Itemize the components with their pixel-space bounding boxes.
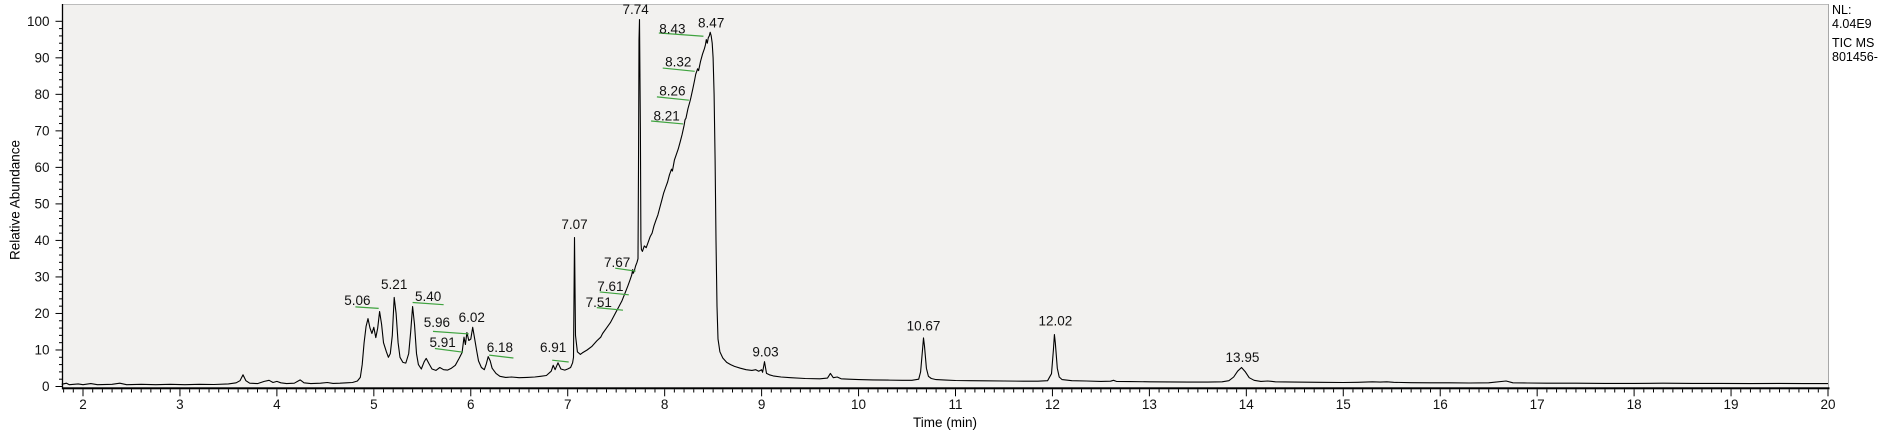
x-tick-label: 5	[370, 397, 378, 412]
peak-label: 8.32	[665, 54, 691, 69]
peak-label: 8.26	[659, 84, 685, 99]
y-tick-label: 10	[34, 342, 49, 357]
peak-label: 13.95	[1226, 350, 1260, 365]
peak-leader-line	[434, 347, 464, 353]
y-tick-label: 100	[27, 14, 50, 29]
x-tick-label: 4	[273, 397, 281, 412]
peak-leader-line	[656, 96, 689, 101]
peak-label: 6.18	[487, 340, 513, 355]
y-tick-label: 0	[42, 379, 50, 394]
x-tick-label: 9	[758, 397, 766, 412]
y-tick-label: 80	[34, 87, 49, 102]
peak-leader-line	[412, 301, 444, 306]
y-axis-title: Relative Abundance	[7, 139, 23, 261]
x-axis-title: Time (min)	[913, 415, 977, 430]
y-tick-label: 50	[34, 196, 49, 211]
peak-leader-line	[658, 32, 704, 37]
plot-area[interactable]	[62, 4, 1829, 388]
peak-label: 5.06	[344, 293, 370, 308]
peak-leader-line	[355, 306, 379, 309]
y-tick-label: 20	[34, 306, 49, 321]
x-tick-label: 6	[467, 397, 475, 412]
tic-trace	[61, 18, 1828, 386]
peak-label: 6.91	[540, 340, 566, 355]
peak-label: 8.43	[659, 21, 685, 36]
nl-label: NL:	[1832, 3, 1852, 17]
peak-label: 9.03	[752, 345, 778, 360]
peak-label: 7.61	[597, 279, 623, 294]
peak-leader-line	[596, 307, 624, 311]
y-tick-label: 70	[34, 123, 49, 138]
x-tick-label: 10	[851, 397, 866, 412]
y-tick-label: 60	[34, 160, 49, 175]
x-tick-label: 2	[79, 397, 87, 412]
x-tick-label: 3	[176, 397, 184, 412]
y-tick-label: 90	[34, 50, 49, 65]
peak-label: 8.47	[698, 15, 724, 30]
peak-label: 7.07	[561, 217, 587, 232]
x-axis-line	[62, 387, 1830, 390]
x-tick-label: 19	[1724, 397, 1739, 412]
x-tick-label: 8	[661, 397, 669, 412]
peak-label: 5.40	[415, 289, 441, 304]
peak-leader-line	[615, 267, 636, 272]
peak-label: 6.02	[459, 310, 485, 325]
peak-leader-line	[432, 330, 469, 335]
x-tick-label: 14	[1239, 397, 1255, 412]
x-tick-label: 17	[1530, 397, 1545, 412]
x-tick-label: 18	[1627, 397, 1642, 412]
x-tick-label: 7	[564, 397, 572, 412]
peak-label: 5.91	[430, 335, 456, 350]
raw-file: 801456-	[1832, 50, 1878, 64]
peak-label: 7.74	[622, 2, 649, 17]
scan-type: TIC MS	[1832, 36, 1875, 50]
peak-label: 8.21	[653, 108, 679, 123]
peak-leader-line	[599, 291, 629, 296]
nl-value: 4.04E9	[1832, 17, 1872, 31]
x-tick-label: 11	[948, 397, 962, 412]
peak-leader-line	[552, 359, 569, 363]
peak-label: 7.51	[586, 295, 612, 310]
peak-leader-line	[662, 67, 695, 72]
x-tick-label: 13	[1142, 397, 1157, 412]
peak-label: 5.96	[424, 315, 450, 330]
y-tick-label: 40	[34, 233, 49, 248]
peak-label: 10.67	[907, 319, 941, 334]
peak-label: 7.67	[604, 255, 630, 270]
peak-leader-line	[651, 120, 684, 125]
peak-leader-line	[489, 354, 514, 359]
scale-annotation: NL: 4.04E9 TIC MS 801456-	[1832, 3, 1878, 64]
y-tick-label: 30	[34, 269, 49, 284]
peak-label: 12.02	[1038, 314, 1072, 329]
peak-label: 5.21	[381, 277, 407, 292]
x-tick-label: 20	[1820, 397, 1835, 412]
x-tick-label: 12	[1045, 397, 1060, 412]
x-tick-label: 16	[1433, 397, 1448, 412]
x-tick-label: 15	[1336, 397, 1351, 412]
